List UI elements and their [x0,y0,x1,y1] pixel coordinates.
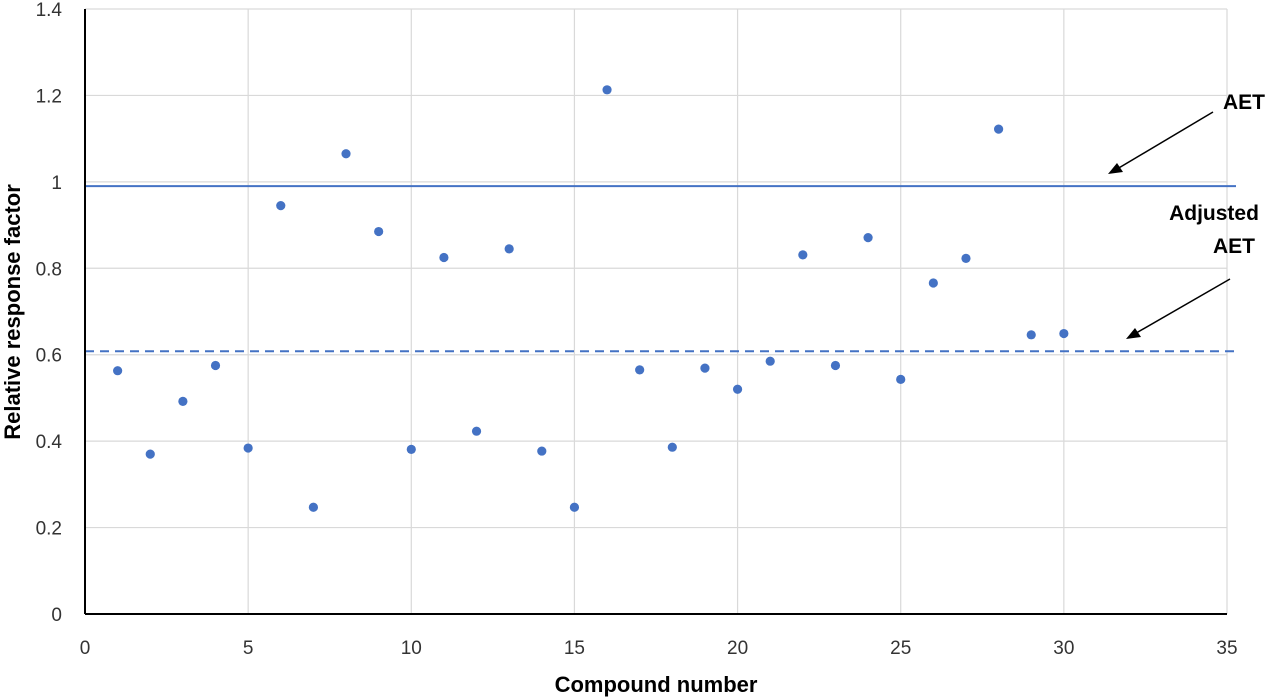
data-point [341,149,351,159]
x-tick-label: 5 [243,638,254,659]
aet-arrowhead [1108,163,1123,174]
y-tick-label: 0.8 [36,259,62,280]
y-tick-label: 1.4 [36,0,63,21]
y-tick-label: 0.4 [36,432,63,453]
data-points [113,85,1069,512]
data-point [504,244,514,254]
data-point [1026,330,1036,340]
y-axis-title: Relative response factor [0,184,25,440]
data-point [471,426,482,436]
data-point [961,253,971,263]
annotations: AET Adjusted AET [1108,91,1265,339]
y-tick-label: 0.6 [36,346,62,367]
data-point [374,226,384,237]
grid-lines [85,8,1228,614]
data-point [406,444,416,454]
y-tick-label: 1.2 [36,86,62,107]
data-point [896,374,906,384]
data-point [798,250,808,260]
axes [84,9,1227,615]
adjusted-aet-arrowhead [1126,328,1141,339]
data-point [732,384,743,394]
data-point [308,502,318,512]
data-point [243,443,253,453]
data-point [145,449,155,459]
data-point [635,365,645,375]
x-tick-label: 20 [727,638,748,659]
data-point [113,366,123,376]
data-point [439,252,449,263]
adjusted-aet-label-line-1: Adjusted [1169,202,1259,225]
data-point [602,85,612,95]
aet-label: AET [1223,91,1265,114]
aet-arrow [1111,111,1214,173]
y-tick-label: 0 [51,605,62,626]
reference-lines [85,185,1236,353]
data-point [830,360,841,371]
data-point [569,502,580,512]
y-tick-label: 1 [51,173,62,194]
data-point [178,396,188,406]
data-point [863,233,873,243]
x-tick-label: 15 [564,638,585,659]
data-point [276,201,286,211]
data-point [537,446,547,456]
adjusted-aet-arrow [1130,278,1231,337]
x-tick-label: 35 [1216,638,1237,659]
data-point [667,442,677,452]
data-point [700,363,710,373]
data-point [1059,328,1069,339]
x-tick-label: 30 [1053,638,1074,659]
data-point [765,356,775,366]
y-tick-label: 0.2 [36,519,62,540]
x-tick-label: 10 [401,638,422,659]
data-point [210,360,221,371]
x-tick-label: 25 [890,638,911,659]
x-tick-label: 0 [80,638,91,659]
data-point [994,124,1004,134]
adjusted-aet-label-line-2: AET [1213,235,1255,258]
y-tick-labels: 0 0.2 0.4 0.6 0.8 1 1.2 1.4 [36,0,63,626]
x-axis-title: Compound number [555,672,758,697]
x-tick-labels: 0 5 10 15 20 25 30 35 [80,638,1238,659]
data-point [928,278,938,288]
